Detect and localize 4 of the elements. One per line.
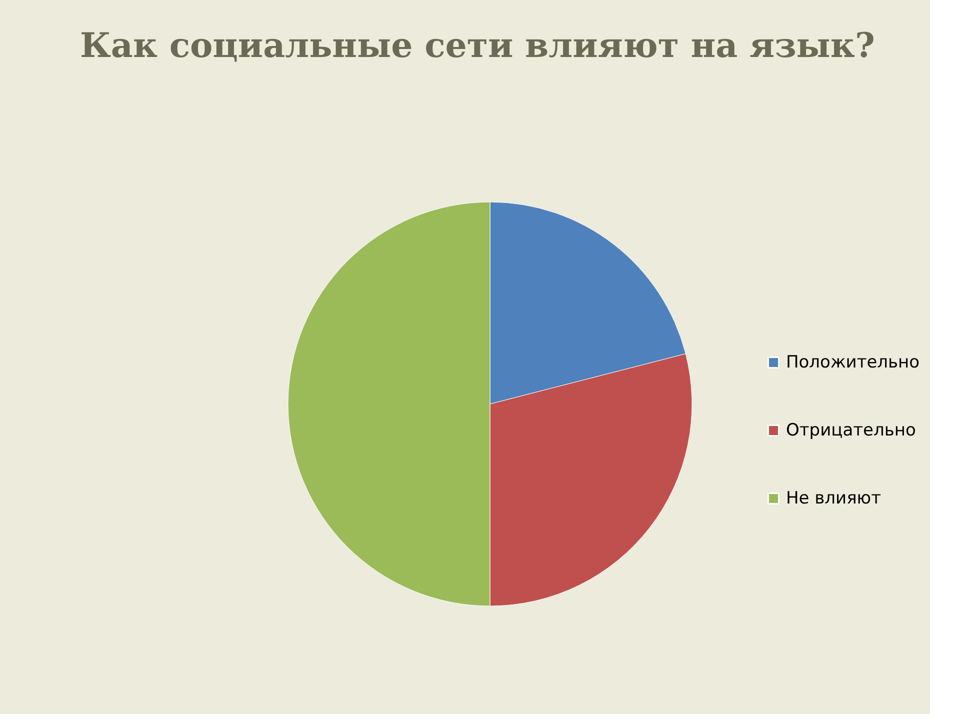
- chart-title: Как социальные сети влияют на язык?: [80, 26, 875, 66]
- legend-label: Отрицательно: [786, 420, 916, 440]
- legend-label: Не влияют: [786, 488, 882, 508]
- legend-label: Положительно: [786, 352, 920, 372]
